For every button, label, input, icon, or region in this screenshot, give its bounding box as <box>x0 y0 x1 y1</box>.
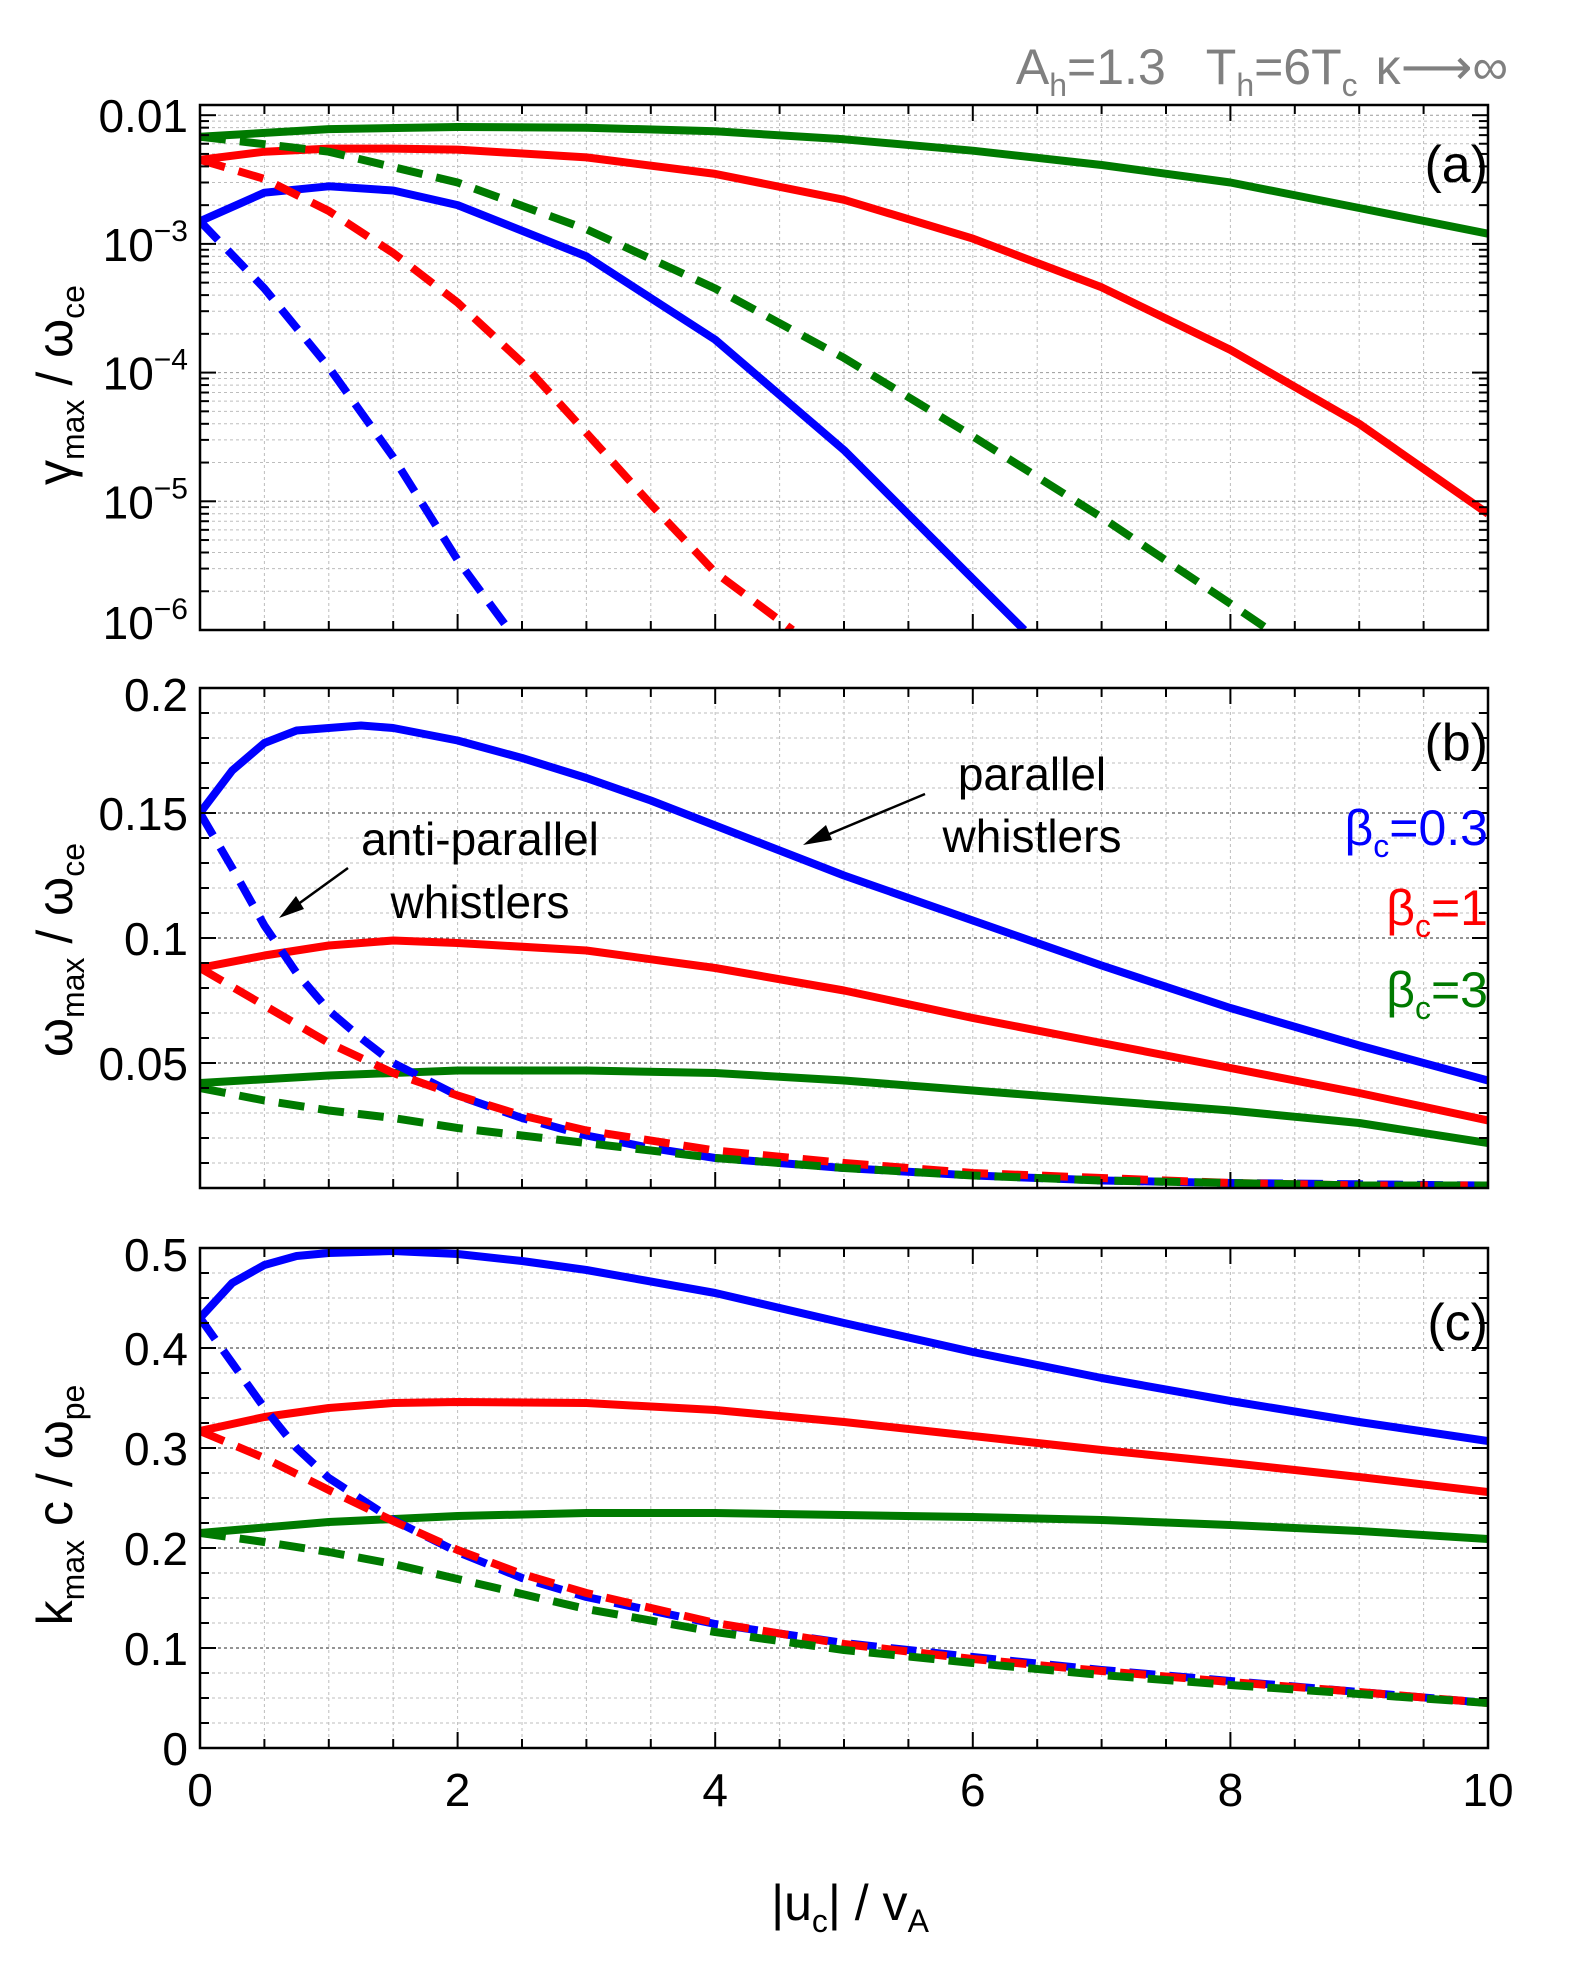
y-tick-label: 0 <box>162 1723 188 1775</box>
annotation-anti-line2: whistlers <box>390 876 570 928</box>
header-th-sub: h <box>1236 67 1254 103</box>
header-ah: A <box>1016 39 1050 95</box>
y-tick-label: 0.05 <box>98 1038 188 1090</box>
x-tick-label: 2 <box>445 1764 471 1816</box>
y-tick-label: 10−3 <box>103 215 188 271</box>
panel-label-c: (c) <box>1427 1294 1488 1352</box>
y-tick-label: 0.4 <box>124 1323 188 1375</box>
series-line-beta-1-dashed <box>200 155 795 630</box>
arrow-parallel <box>814 792 926 842</box>
series-line-beta-3-solid <box>200 1509 1488 1543</box>
grid-layer <box>200 105 1488 1748</box>
panel-label-a: (a) <box>1424 136 1488 194</box>
legend-beta-3: βc=3 <box>1386 962 1488 1026</box>
series-line-beta-3-dashed <box>200 132 1272 630</box>
x-tick-label: 10 <box>1462 1764 1513 1816</box>
header-th-sub2: c <box>1342 67 1358 103</box>
panel-frame <box>198 103 1490 632</box>
xlabel: |uc| / vA <box>771 1875 929 1939</box>
y-tick-label: 0.1 <box>124 1623 188 1675</box>
annotation-arrows <box>279 792 926 918</box>
y-tick-label: 0.01 <box>98 90 188 142</box>
y-tick-label: 10−4 <box>103 344 188 400</box>
ylabel-b: ωmax / ωce <box>27 843 91 1057</box>
y-tick-label: 0.2 <box>124 669 188 721</box>
y-tick-label: 0.2 <box>124 1523 188 1575</box>
series-line-beta-03-solid <box>200 1248 1488 1445</box>
series-line-beta-03-dashed <box>200 218 513 630</box>
header-params: Ah=1.3 Th=6Tc κ⟶∞ <box>1016 39 1508 103</box>
annotation-anti-line1: anti-parallel <box>361 813 599 865</box>
text-layer: 0.01 10−3 10−4 10−5 10−6 0.2 0.15 0.1 0.05 0.5 0.4… <box>98 90 1513 1816</box>
series-line-beta-3-solid <box>200 123 1488 238</box>
series-line-beta-03-solid <box>200 721 1488 1085</box>
y-tick-label: 0.3 <box>124 1423 188 1475</box>
series-line-beta-3-dashed <box>200 1084 1488 1188</box>
legend-beta-1: βc=1 <box>1386 880 1488 944</box>
y-tick-label: 0.15 <box>98 788 188 840</box>
header-th: T <box>1206 39 1237 95</box>
ylabel-a: γmax / ωce <box>27 285 91 485</box>
header-ah-sub: h <box>1049 67 1067 103</box>
x-tick-label: 6 <box>960 1764 986 1816</box>
header-kappa: κ⟶∞ <box>1376 39 1508 95</box>
panel-label-b: (b) <box>1424 714 1488 772</box>
y-tick-label: 0.5 <box>124 1229 188 1281</box>
header-th-mid: =6T <box>1254 39 1342 95</box>
annotation-parallel-line2: whistlers <box>942 810 1122 862</box>
legend-beta-03: βc=0.3 <box>1345 800 1488 864</box>
series-line-beta-03-dashed <box>200 1315 1488 1707</box>
series-line-beta-1-solid <box>200 1398 1488 1496</box>
y-tick-label: 10−6 <box>103 593 188 649</box>
data-layer <box>200 123 1488 1707</box>
x-tick-label: 0 <box>187 1764 213 1816</box>
panel-frame <box>198 1246 1490 1750</box>
y-tick-label: 10−5 <box>103 472 188 528</box>
annotation-parallel-line1: parallel <box>958 748 1106 800</box>
x-tick-label: 8 <box>1218 1764 1244 1816</box>
header-ah-val: =1.3 <box>1067 39 1166 95</box>
frame-layer <box>198 103 1490 1750</box>
y-tick-label: 0.1 <box>124 913 188 965</box>
arrow-parallel-head <box>803 825 832 845</box>
panel-frame <box>198 686 1490 1190</box>
series-line-beta-1-solid <box>200 936 1488 1125</box>
x-tick-label: 4 <box>702 1764 728 1816</box>
ylabel-c: kmax c / ωpe <box>27 1385 91 1626</box>
series-line-beta-3-dashed <box>200 1529 1488 1707</box>
series-line-beta-03-solid <box>200 182 1028 630</box>
arrow-anti-head <box>279 896 304 918</box>
